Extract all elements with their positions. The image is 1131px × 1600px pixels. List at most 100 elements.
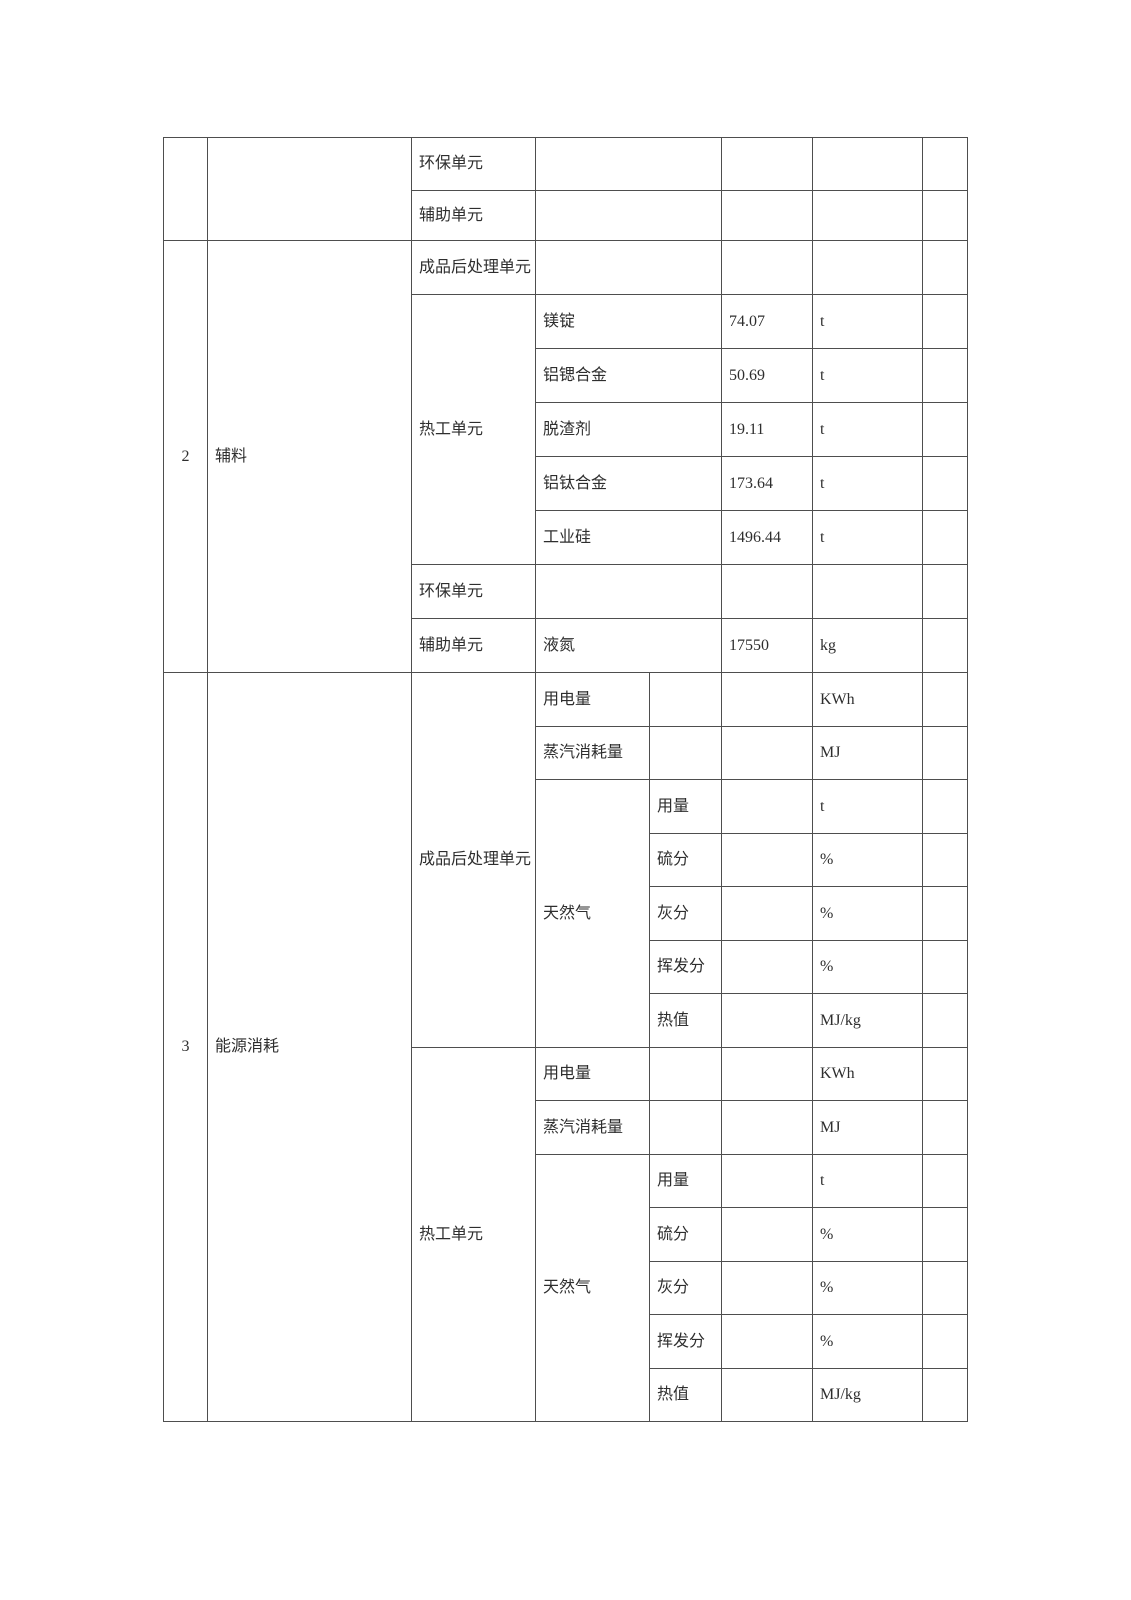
item-cell: 天然气 — [535, 779, 650, 1048]
spare-cell — [922, 510, 968, 565]
unit-cell: t — [812, 1153, 923, 1208]
unit-cell: t — [812, 456, 923, 511]
value-cell: 74.07 — [721, 294, 813, 349]
value-cell — [721, 1046, 813, 1101]
table-row: 环保单元 — [164, 564, 968, 619]
spare-cell — [922, 137, 968, 191]
sub-item-cell — [649, 672, 722, 727]
unit-cell — [812, 190, 923, 241]
item-cell — [535, 240, 722, 295]
unit-cell — [812, 240, 923, 295]
value-cell — [721, 1153, 813, 1208]
unit-cell: MJ/kg — [812, 993, 923, 1048]
spare-cell — [922, 1314, 968, 1369]
table-row: 热工单元 用电量 KWh — [164, 1046, 968, 1422]
table-row: 硫分 % — [164, 832, 968, 887]
unit-cell — [812, 564, 923, 619]
serial-number-cell — [163, 137, 208, 241]
unit-cell: MJ/kg — [812, 1367, 923, 1422]
unit-cell: % — [812, 886, 923, 941]
spare-cell — [922, 886, 968, 941]
unit-cell: % — [812, 1260, 923, 1315]
unit-cell — [812, 137, 923, 191]
spare-cell — [922, 1260, 968, 1315]
category-cell: 能源消耗 — [207, 672, 412, 1422]
value-cell — [721, 137, 813, 191]
table-row: 3 能源消耗 成品后处理单元 用电量 KWh — [163, 672, 968, 1422]
value-cell: 1496.44 — [721, 510, 813, 565]
value-cell: 50.69 — [721, 348, 813, 403]
sub-item-cell: 用量 — [649, 779, 722, 834]
unit-cell: t — [812, 348, 923, 403]
sub-item-cell — [649, 1100, 722, 1155]
unit-cell: % — [812, 1314, 923, 1369]
category-cell: 辅料 — [207, 240, 412, 673]
spare-cell — [922, 725, 968, 780]
sub-item-cell: 用量 — [649, 1153, 722, 1208]
spare-cell — [922, 1046, 968, 1101]
sub-item-cell: 挥发分 — [649, 1314, 722, 1369]
item-cell: 镁锭 — [535, 294, 722, 349]
table-row: 挥发分 % — [164, 1314, 968, 1369]
value-cell — [721, 779, 813, 834]
unit-cell: % — [812, 832, 923, 887]
value-cell — [721, 725, 813, 780]
table-row: 2 辅料 成品后处理单元 — [163, 240, 968, 673]
unit-cell: MJ — [812, 1100, 923, 1155]
item-cell — [535, 190, 722, 241]
table-row: 辅助单元 液氮 17550 kg — [164, 618, 968, 673]
unit-cell: t — [812, 294, 923, 349]
item-cell — [535, 137, 722, 191]
item-cell — [535, 564, 722, 619]
process-unit-cell: 辅助单元 — [411, 618, 536, 673]
table-row: 天然气 用量 t — [164, 779, 968, 1048]
table-row: 热工单元 镁锭 74.07 t — [164, 294, 968, 565]
sub-item-cell: 热值 — [649, 993, 722, 1048]
sub-item-cell: 硫分 — [649, 1207, 722, 1262]
process-unit-cell: 热工单元 — [411, 1046, 536, 1422]
spare-cell — [922, 618, 968, 673]
item-cell: 天然气 — [535, 1153, 650, 1422]
spare-cell — [922, 1100, 968, 1155]
unit-cell: kg — [812, 618, 923, 673]
unit-cell: t — [812, 510, 923, 565]
process-unit-cell: 环保单元 — [411, 564, 536, 619]
material-energy-table: 环保单元 辅助单元 2 辅料 成品后处理单元 热工单元 镁锭 74.07 — [163, 137, 968, 1422]
sub-item-cell — [649, 1046, 722, 1101]
spare-cell — [922, 1207, 968, 1262]
spare-cell — [922, 190, 968, 241]
unit-cell: % — [812, 1207, 923, 1262]
value-cell — [721, 672, 813, 727]
value-cell — [721, 1260, 813, 1315]
item-cell: 用电量 — [535, 672, 650, 727]
serial-number-cell: 2 — [163, 240, 208, 673]
spare-cell — [922, 779, 968, 834]
value-cell — [721, 832, 813, 887]
process-unit-cell: 成品后处理单元 — [411, 240, 536, 295]
table-row: 硫分 % — [164, 1207, 968, 1262]
spare-cell — [922, 832, 968, 887]
value-cell — [721, 886, 813, 941]
spare-cell — [922, 240, 968, 295]
spare-cell — [922, 294, 968, 349]
value-cell: 17550 — [721, 618, 813, 673]
value-cell — [721, 1367, 813, 1422]
table-row: 铝锶合金 50.69 t — [164, 348, 968, 403]
spare-cell — [922, 672, 968, 727]
category-cell — [207, 137, 412, 241]
value-cell: 173.64 — [721, 456, 813, 511]
item-cell: 脱渣剂 — [535, 402, 722, 457]
item-cell: 铝锶合金 — [535, 348, 722, 403]
value-cell — [721, 1100, 813, 1155]
value-cell — [721, 190, 813, 241]
unit-cell: t — [812, 779, 923, 834]
item-cell: 用电量 — [535, 1046, 650, 1101]
item-cell: 蒸汽消耗量 — [535, 1100, 650, 1155]
value-cell: 19.11 — [721, 402, 813, 457]
spare-cell — [922, 348, 968, 403]
process-unit-cell: 环保单元 — [411, 137, 536, 191]
serial-number-cell: 3 — [163, 672, 208, 1422]
spare-cell — [922, 564, 968, 619]
unit-cell: KWh — [812, 672, 923, 727]
